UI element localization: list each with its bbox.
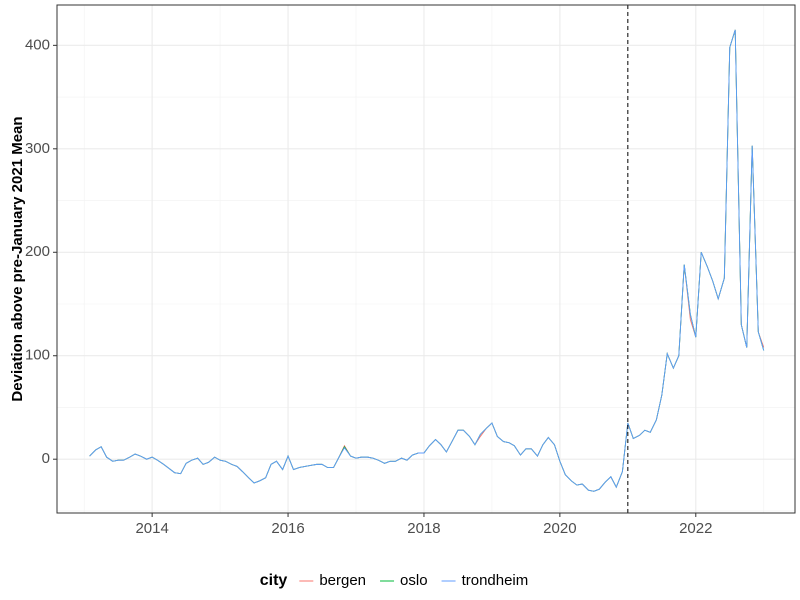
line-series xyxy=(89,29,765,492)
panel xyxy=(57,5,795,513)
y-tick-label: 300 xyxy=(25,140,50,157)
x-tick-label: 2020 xyxy=(543,520,576,537)
x-tick-label: 2022 xyxy=(679,520,712,537)
panel-border xyxy=(56,4,796,514)
legend-label: oslo xyxy=(400,572,428,589)
y-axis-label: Deviation above pre-January 2021 Mean xyxy=(9,116,26,401)
x-tick-label: 2016 xyxy=(271,520,304,537)
y-tick-label: 400 xyxy=(25,36,50,53)
y-tick-label: 200 xyxy=(25,243,50,260)
legend-label: trondheim xyxy=(462,572,529,589)
x-tick-label: 2014 xyxy=(135,520,168,537)
legend-label: bergen xyxy=(319,572,366,589)
x-tick-label: 2018 xyxy=(407,520,440,537)
y-tick-label: 100 xyxy=(25,347,50,364)
legend-title: city xyxy=(260,572,288,589)
y-tick-label: 0 xyxy=(42,450,50,467)
